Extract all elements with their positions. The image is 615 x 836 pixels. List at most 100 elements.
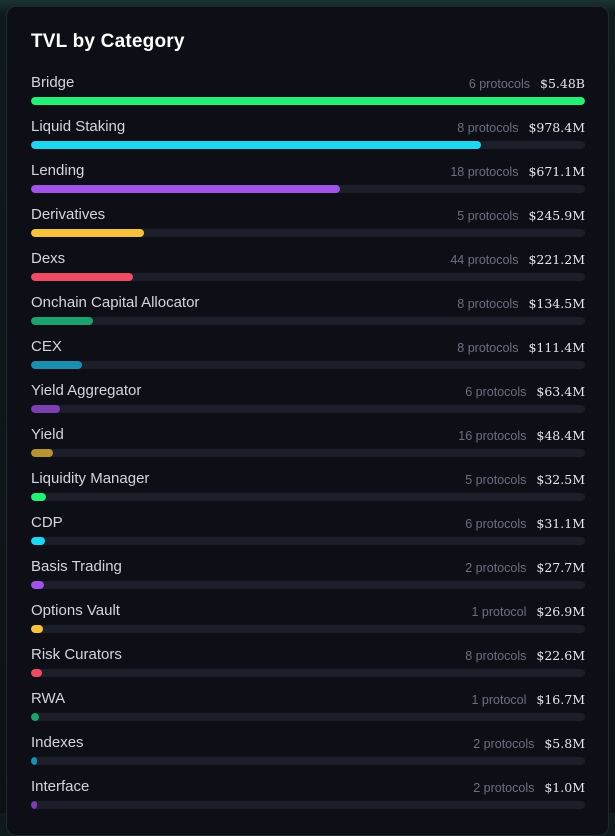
tvl-value: $22.6M — [536, 648, 585, 663]
protocol-count: 8 protocols — [457, 121, 519, 135]
category-name: Liquidity Manager — [31, 470, 150, 487]
category-name: Dexs — [31, 250, 66, 267]
tvl-bar-track — [31, 581, 585, 589]
tvl-bar-track — [31, 449, 585, 457]
tvl-value: $111.4M — [528, 340, 585, 355]
category-name: Lending — [31, 162, 85, 179]
category-list: Bridge 6 protocols $5.48B Liquid Staking 8 p… — [31, 73, 585, 821]
category-stats: 18 protocols $671.1M — [450, 164, 585, 179]
protocol-count: 44 protocols — [450, 253, 519, 267]
category-name: CEX — [31, 338, 62, 355]
category-name: Basis Trading — [31, 558, 122, 575]
category-name: CDP — [31, 514, 63, 531]
protocol-count: 6 protocols — [465, 517, 527, 531]
category-row: Risk Curators 8 protocols $22.6M — [31, 645, 585, 689]
category-row: CDP 6 protocols $31.1M — [31, 513, 585, 557]
category-row: CEX 8 protocols $111.4M — [31, 337, 585, 381]
category-row: Bridge 6 protocols $5.48B — [31, 73, 585, 117]
tvl-bar-track — [31, 625, 585, 633]
protocol-count: 6 protocols — [468, 77, 531, 91]
category-name: Bridge — [31, 74, 75, 91]
tvl-bar-track — [31, 229, 585, 237]
tvl-bar-fill — [31, 581, 44, 589]
tvl-bar-fill — [31, 713, 39, 721]
category-name: Options Vault — [31, 602, 120, 619]
tvl-bar-track — [31, 141, 585, 149]
category-row: Liquidity Manager 5 protocols $32.5M — [31, 469, 585, 513]
tvl-bar-fill — [31, 625, 44, 633]
category-name: Onchain Capital Allocator — [31, 294, 200, 311]
tvl-value: $27.7M — [536, 560, 585, 575]
tvl-value: $16.7M — [536, 692, 585, 707]
category-stats: 5 protocols $245.9M — [457, 208, 585, 223]
category-stats: 6 protocols $5.48B — [469, 76, 585, 91]
category-row: Liquid Staking 8 protocols $978.4M — [31, 117, 585, 161]
protocol-count: 2 protocols — [473, 781, 535, 795]
protocol-count: 5 protocols — [457, 209, 519, 223]
tvl-by-category-card: TVL by Category Bridge 6 protocols $5.48B L… — [6, 6, 609, 836]
tvl-bar-track — [31, 273, 585, 281]
category-row: Interface 2 protocols $1.0M — [31, 777, 585, 821]
category-stats: 44 protocols $221.2M — [450, 252, 585, 267]
category-stats: 5 protocols $32.5M — [465, 472, 585, 487]
tvl-value: $221.2M — [528, 252, 585, 267]
tvl-bar-fill — [31, 537, 46, 545]
category-name: Derivatives — [31, 206, 106, 223]
tvl-value: $245.9M — [528, 208, 585, 223]
category-stats: 1 protocol $16.7M — [472, 692, 586, 707]
category-row: Yield 16 protocols $48.4M — [31, 425, 585, 469]
category-name: Yield Aggregator — [31, 382, 142, 399]
category-row: RWA 1 protocol $16.7M — [31, 689, 585, 733]
tvl-bar-fill — [31, 229, 145, 237]
category-row: Lending 18 protocols $671.1M — [31, 161, 585, 205]
tvl-bar-track — [31, 361, 585, 369]
tvl-bar-fill — [31, 361, 82, 369]
category-stats: 2 protocols $27.7M — [465, 560, 585, 575]
tvl-value: $978.4M — [528, 120, 585, 135]
tvl-value: $5.8M — [544, 736, 585, 751]
protocol-count: 2 protocols — [465, 561, 527, 575]
tvl-value: $32.5M — [536, 472, 585, 487]
tvl-value: $31.1M — [536, 516, 585, 531]
category-stats: 2 protocols $5.8M — [473, 736, 585, 751]
category-name: Interface — [31, 778, 90, 795]
protocol-count: 8 protocols — [457, 297, 519, 311]
protocol-count: 5 protocols — [465, 473, 527, 487]
protocol-count: 18 protocols — [450, 165, 519, 179]
tvl-bar-fill — [31, 493, 46, 501]
tvl-value: $134.5M — [528, 296, 585, 311]
protocol-count: 1 protocol — [471, 605, 527, 619]
tvl-bar-track — [31, 713, 585, 721]
tvl-bar-fill — [31, 273, 133, 281]
category-row: Derivatives 5 protocols $245.9M — [31, 205, 585, 249]
tvl-value: $63.4M — [536, 384, 585, 399]
category-row: Onchain Capital Allocator 8 protocols $134… — [31, 293, 585, 337]
tvl-value: $26.9M — [536, 604, 585, 619]
category-row: Dexs 44 protocols $221.2M — [31, 249, 585, 293]
tvl-value: $5.48B — [540, 76, 585, 91]
tvl-bar-fill — [31, 757, 38, 765]
category-stats: 6 protocols $63.4M — [465, 384, 585, 399]
tvl-bar-track — [31, 801, 585, 809]
category-stats: 8 protocols $111.4M — [457, 340, 585, 355]
tvl-bar-track — [31, 97, 585, 105]
tvl-bar-fill — [31, 97, 585, 105]
category-stats: 6 protocols $31.1M — [465, 516, 585, 531]
protocol-count: 16 protocols — [458, 429, 527, 443]
category-stats: 1 protocol $26.9M — [472, 604, 586, 619]
protocol-count: 1 protocol — [471, 693, 527, 707]
tvl-bar-fill — [31, 317, 94, 325]
tvl-bar-fill — [31, 405, 60, 413]
tvl-value: $48.4M — [536, 428, 585, 443]
category-name: Liquid Staking — [31, 118, 126, 135]
tvl-bar-fill — [31, 141, 481, 149]
tvl-bar-track — [31, 537, 585, 545]
tvl-bar-track — [31, 669, 585, 677]
category-row: Indexes 2 protocols $5.8M — [31, 733, 585, 777]
category-name: Indexes — [31, 734, 84, 751]
tvl-bar-track — [31, 493, 585, 501]
protocol-count: 8 protocols — [465, 649, 527, 663]
tvl-bar-track — [31, 317, 585, 325]
card-title: TVL by Category — [31, 31, 185, 52]
